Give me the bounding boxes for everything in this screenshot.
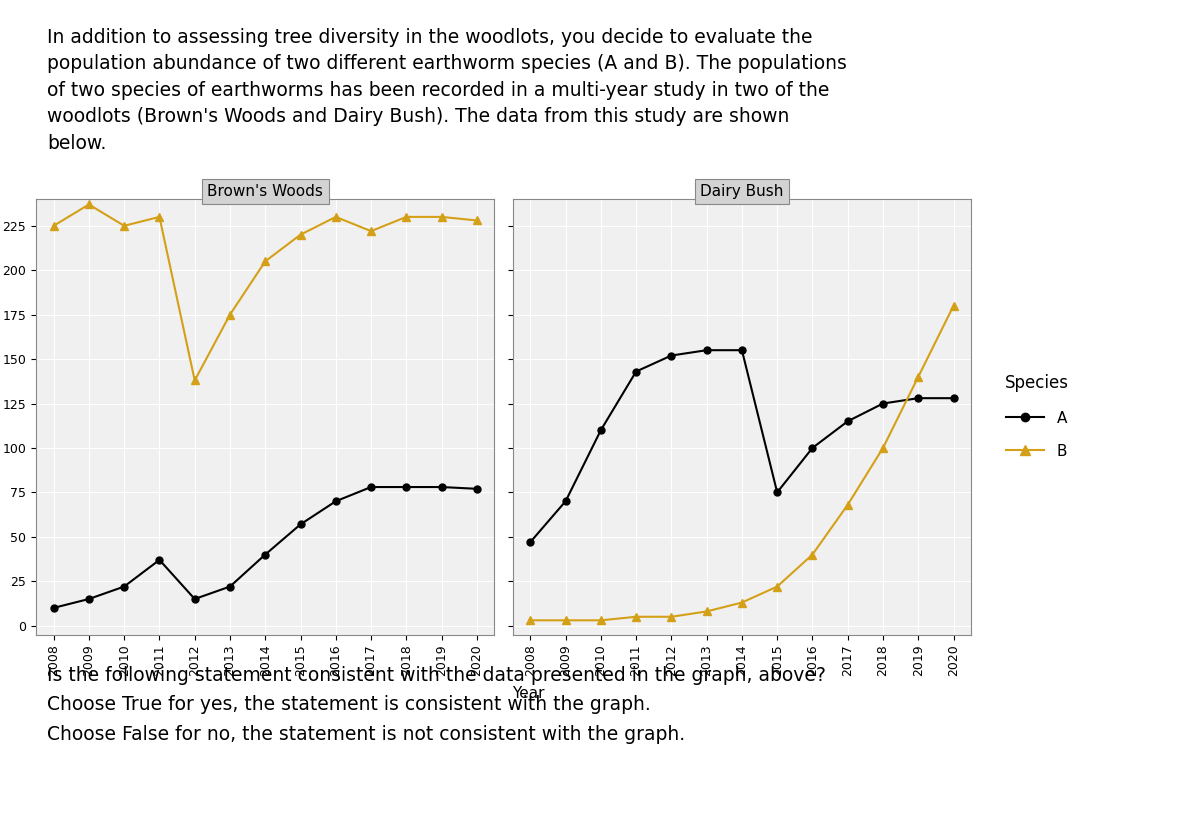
Text: Is the following statement consistent with the data presented in the graph, abov: Is the following statement consistent wi… bbox=[47, 666, 826, 744]
Text: In addition to assessing tree diversity in the woodlots, you decide to evaluate : In addition to assessing tree diversity … bbox=[47, 28, 847, 152]
Title: Dairy Bush: Dairy Bush bbox=[701, 184, 784, 199]
Title: Brown's Woods: Brown's Woods bbox=[208, 184, 323, 199]
Text: Year: Year bbox=[511, 686, 545, 701]
Legend: A, B: A, B bbox=[997, 367, 1076, 467]
